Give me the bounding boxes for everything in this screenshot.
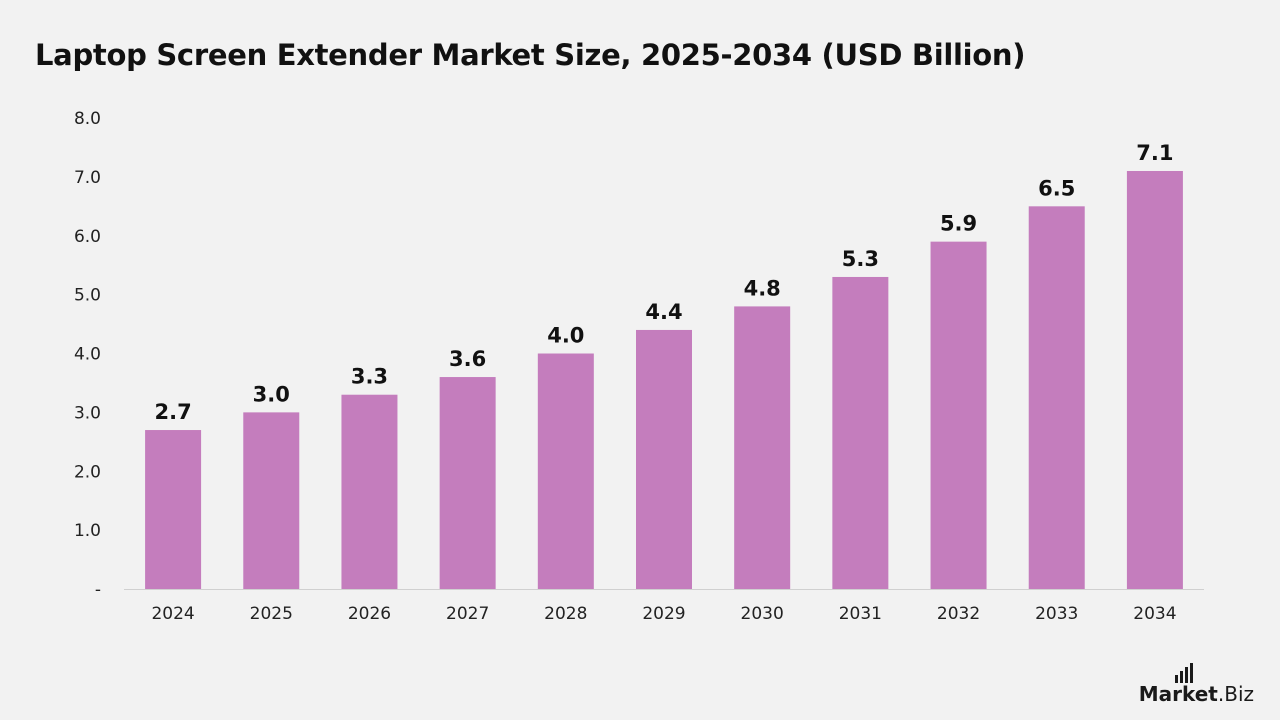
x-tick-label-2032: 2032 (937, 604, 980, 624)
data-label-2026: 3.3 (351, 365, 388, 389)
bar-2034 (1126, 170, 1183, 590)
x-tick-label-2027: 2027 (446, 604, 489, 624)
y-tick-label: 5.0 (74, 286, 101, 306)
x-tick-label-2031: 2031 (839, 604, 882, 624)
data-label-2028: 4.0 (547, 324, 584, 348)
x-tick-label-2028: 2028 (544, 604, 587, 624)
data-labels: 2.7 3.0 3.3 3.6 4.0 4.4 4.8 5.3 5.9 6.5 7.1 (154, 141, 1173, 424)
data-label-2034: 7.1 (1136, 141, 1173, 165)
data-label-2033: 6.5 (1038, 176, 1075, 200)
data-label-2025: 3.0 (253, 382, 290, 406)
y-tick-label: 6.0 (74, 227, 101, 247)
bar-signal-icon (1175, 663, 1193, 683)
y-tick-label: 8.0 (74, 109, 101, 129)
x-tick-label-2033: 2033 (1035, 604, 1078, 624)
chart-title: Laptop Screen Extender Market Size, 2025… (35, 38, 1026, 72)
x-tick-label-2030: 2030 (741, 604, 784, 624)
bar-2026 (341, 394, 398, 589)
y-tick-label: 2.0 (74, 462, 101, 482)
y-tick-label: 3.0 (74, 403, 101, 423)
data-label-2030: 4.8 (744, 276, 781, 300)
bar-2029 (636, 329, 692, 589)
logo-text-bold: Market (1138, 682, 1218, 706)
data-label-2024: 2.7 (154, 400, 191, 424)
data-label-2029: 4.4 (645, 300, 682, 324)
bar-2032 (930, 241, 987, 589)
bar-2024 (145, 430, 202, 589)
y-tick-label: 4.0 (74, 345, 101, 365)
x-tick-label-2034: 2034 (1133, 604, 1176, 624)
bar-2030 (734, 306, 791, 589)
bars (145, 170, 1183, 590)
data-label-2027: 3.6 (449, 347, 486, 371)
x-tick-label-2024: 2024 (151, 604, 194, 624)
x-tick-label-2026: 2026 (348, 604, 391, 624)
bar-2031 (832, 276, 889, 589)
data-label-2031: 5.3 (842, 247, 879, 271)
x-axis: 2024 2025 2026 2027 2028 2029 2030 2031 2032 2033… (124, 589, 1204, 624)
logo-text: Market.Biz (1139, 684, 1254, 704)
y-tick-label: 1.0 (74, 521, 101, 541)
x-tick-label-2029: 2029 (642, 604, 685, 624)
logo-text-regular: .Biz (1217, 682, 1254, 706)
bar-2028 (537, 353, 594, 589)
y-axis: - 1.0 2.0 3.0 4.0 5.0 6.0 7.0 8.0 (74, 109, 101, 600)
bar-2027 (439, 377, 496, 589)
brand-logo: Market.Biz (1139, 663, 1254, 704)
bar-2033 (1028, 206, 1085, 589)
y-tick-label: 7.0 (74, 168, 101, 188)
data-label-2032: 5.9 (940, 212, 977, 236)
bar-2025 (243, 412, 300, 589)
y-tick-label: - (95, 580, 101, 600)
x-tick-label-2025: 2025 (250, 604, 293, 624)
